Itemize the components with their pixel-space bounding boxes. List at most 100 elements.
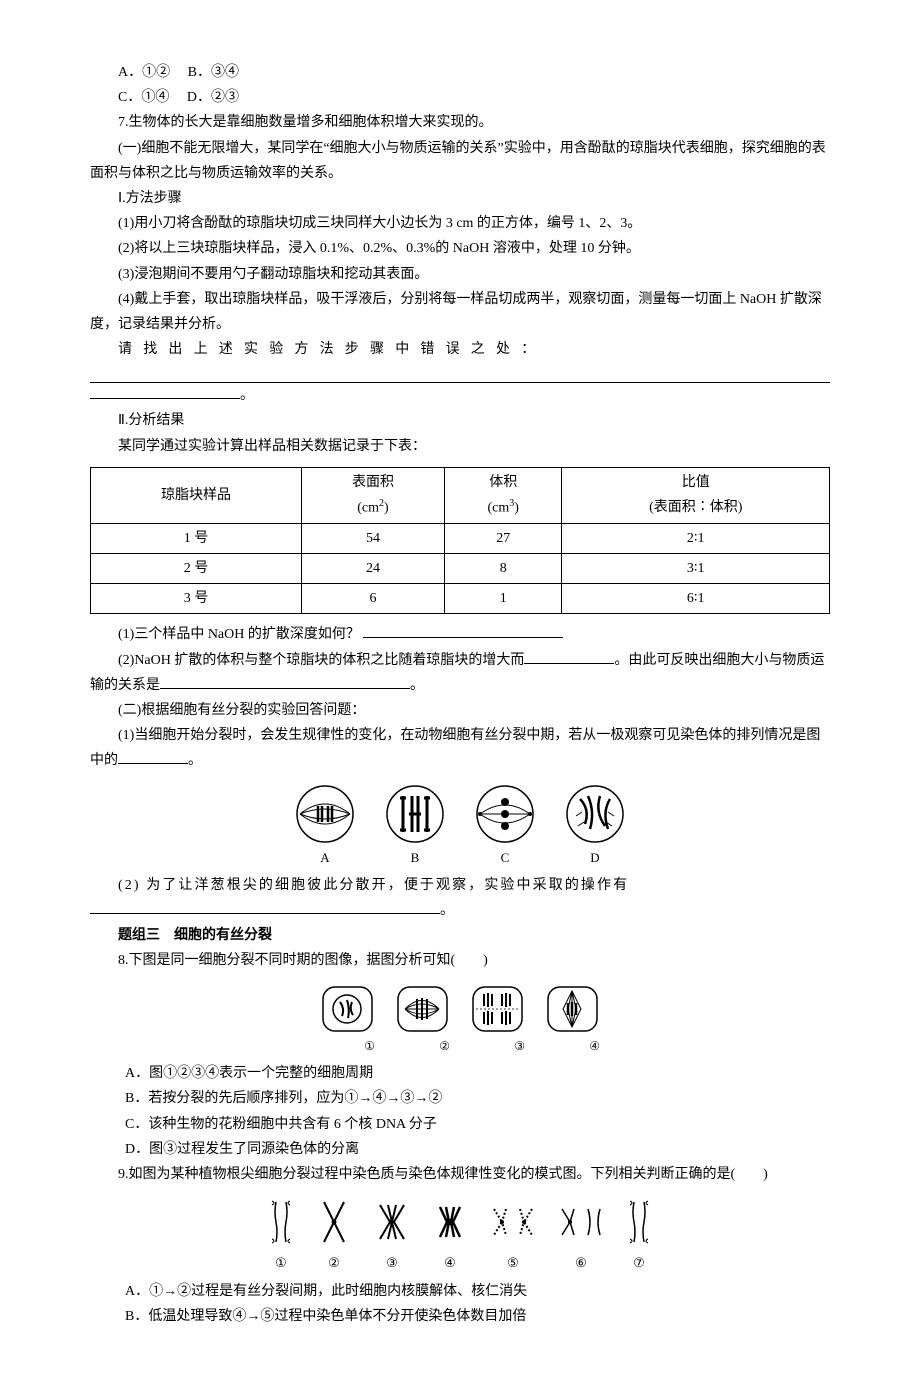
- chromatin-4-icon: [430, 1197, 470, 1247]
- q8-diagram-3: [470, 984, 525, 1034]
- q7-part2-q2: (2) 为了让洋葱根尖的细胞彼此分散开，便于观察，实验中采取的操作有: [90, 873, 830, 898]
- blank: [363, 637, 563, 638]
- q7-part2-q2-blank: 。: [90, 898, 830, 923]
- th-volume-unit: (cm: [488, 501, 510, 516]
- q7-part2-q2-text: (2) 为了让洋葱根尖的细胞彼此分散开，便于观察，实验中采取的操作有: [118, 878, 629, 893]
- q7-step1: (1)用小刀将含酚酞的琼脂块切成三块同样大小边长为 3 cm 的正方体，编号 1…: [90, 211, 830, 236]
- th-volume-text: 体积: [489, 475, 517, 490]
- q8-label-2: ②: [395, 1036, 450, 1058]
- th-ratio-text: 比值: [682, 475, 710, 490]
- th-ratio-sub: (表面积∶体积): [649, 500, 742, 515]
- period-1: 。: [240, 388, 254, 403]
- q9-label-3: ③: [372, 1251, 412, 1274]
- diagram-label-b: B: [411, 846, 420, 869]
- q7-sub1-text: (1)三个样品中 NaOH 的扩散深度如何？: [118, 627, 360, 642]
- cell: 27: [445, 523, 562, 553]
- cell: 24: [301, 554, 444, 584]
- cell-diagram-b-icon: [380, 784, 450, 844]
- q9-option-a: A．①→②过程是有丝分裂间期，此时细胞内核膜解体、核仁消失: [90, 1279, 830, 1304]
- th-surface-close: ): [384, 501, 389, 516]
- cell-phase-3-icon: [470, 984, 525, 1034]
- table-header-row: 琼脂块样品 表面积 (cm2) 体积 (cm3) 比值 (表面积∶体积): [91, 467, 830, 523]
- cell-diagram-d-icon: [560, 784, 630, 844]
- q8-label-4: ④: [545, 1036, 600, 1058]
- q7-part2-q1-end: 。: [188, 753, 202, 768]
- q8-option-b: B．若按分裂的先后顺序排列，应为①→④→③→②: [90, 1086, 830, 1111]
- diagram-label-c: C: [501, 846, 510, 869]
- cell: 3 号: [91, 584, 302, 614]
- q8-labels-row: ① ② ③ ④: [90, 1036, 830, 1058]
- cell: 1: [445, 584, 562, 614]
- cell-phase-1-icon: [320, 984, 375, 1034]
- q7-find-error: 请找出上述实验方法步骤中错误之处：: [90, 337, 830, 362]
- q7-error-blank-2: 。: [90, 383, 830, 408]
- q8-option-d: D．图③过程发生了同源染色体的分离: [90, 1137, 830, 1162]
- q7-sub1: (1)三个样品中 NaOH 的扩散深度如何？: [90, 622, 830, 647]
- q9-label-6: ⑥: [556, 1251, 606, 1274]
- q9-options: A．①→②过程是有丝分裂间期，此时细胞内核膜解体、核仁消失 B．低温处理导致④→…: [90, 1279, 830, 1329]
- chromatin-5-icon: [488, 1197, 538, 1247]
- q9-label-5: ⑤: [488, 1251, 538, 1274]
- q7-analysis-intro: 某同学通过实验计算出样品相关数据记录于下表：: [90, 434, 830, 459]
- cell: 3∶1: [562, 554, 830, 584]
- chromatin-1-icon: [266, 1197, 296, 1247]
- cell-phase-4-icon: [545, 984, 600, 1034]
- q7-data-table: 琼脂块样品 表面积 (cm2) 体积 (cm3) 比值 (表面积∶体积) 1 号…: [90, 467, 830, 615]
- table-row: 3 号 6 1 6∶1: [91, 584, 830, 614]
- q9-labels-row: ① ② ③ ④ ⑤ ⑥ ⑦: [90, 1251, 830, 1274]
- q8-option-a: A．图①②③④表示一个完整的细胞周期: [90, 1061, 830, 1086]
- q7-step4: (4)戴上手套，取出琼脂块样品，吸干浮液后，分别将每一样品切成两半，观察切面，测…: [90, 287, 830, 337]
- q7-analysis-title: Ⅱ.分析结果: [90, 408, 830, 433]
- diagram-d: D: [560, 784, 630, 869]
- cell: 54: [301, 523, 444, 553]
- cell: 6∶1: [562, 584, 830, 614]
- q8-label-3: ③: [470, 1036, 525, 1058]
- table-row: 1 号 54 27 2∶1: [91, 523, 830, 553]
- q7-method-title: Ⅰ.方法步骤: [90, 186, 830, 211]
- q7-sub2-pre: (2)NaOH 扩散的体积与整个琼脂块的体积之比随着琼脂块的增大而: [118, 653, 524, 668]
- th-volume-close: ): [514, 501, 519, 516]
- diagram-a: A: [290, 784, 360, 869]
- cell: 2∶1: [562, 523, 830, 553]
- q9-option-b: B．低温处理导致④→⑤过程中染色单体不分开使染色体数目加倍: [90, 1304, 830, 1329]
- q8-option-c: C．该种生物的花粉细胞中共含有 6 个核 DNA 分子: [90, 1112, 830, 1137]
- option-d: D．②③: [187, 90, 239, 105]
- q7-diagram-row: A B C D: [90, 784, 830, 869]
- blank: [118, 763, 188, 764]
- q7-sub2: (2)NaOH 扩散的体积与整个琼脂块的体积之比随着琼脂块的增大而。由此可反映出…: [90, 648, 830, 698]
- th-sample: 琼脂块样品: [91, 467, 302, 523]
- option-a: A．①②: [118, 65, 170, 80]
- blank: [524, 663, 614, 664]
- blank: [90, 913, 440, 914]
- q7-step3: (3)浸泡期间不要用勺子翻动琼脂块和挖动其表面。: [90, 262, 830, 287]
- q8-diagram-1: [320, 984, 375, 1034]
- cell-diagram-c-icon: [470, 784, 540, 844]
- cell: 2 号: [91, 554, 302, 584]
- blank: [160, 688, 410, 689]
- q8-diagram-2: [395, 984, 450, 1034]
- q7-part2-q1: (1)当细胞开始分裂时，会发生规律性的变化，在动物细胞有丝分裂中期，若从一极观察…: [90, 723, 830, 773]
- th-ratio: 比值 (表面积∶体积): [562, 467, 830, 523]
- q8-stem: 8.下图是同一细胞分裂不同时期的图像，据图分析可知( ): [90, 948, 830, 973]
- cell: 6: [301, 584, 444, 614]
- th-surface-unit: (cm: [357, 501, 379, 516]
- q9-stem: 9.如图为某种植物根尖细胞分裂过程中染色质与染色体规律性变化的模式图。下列相关判…: [90, 1162, 830, 1187]
- q9-label-1: ①: [266, 1251, 296, 1274]
- q7-part1-intro: (一)细胞不能无限增大，某同学在“细胞大小与物质运输的关系”实验中，用含酚酞的琼…: [90, 136, 830, 186]
- option-line-1: A．①② B．③④: [90, 60, 830, 85]
- th-surface-text: 表面积: [352, 475, 394, 490]
- q7-stem: 7.生物体的长大是靠细胞数量增多和细胞体积增大来实现的。: [90, 110, 830, 135]
- cell-diagram-a-icon: [290, 784, 360, 844]
- q7-step2: (2)将以上三块琼脂块样品，浸入 0.1%、0.2%、0.3%的 NaOH 溶液…: [90, 236, 830, 261]
- q8-label-1: ①: [320, 1036, 375, 1058]
- chromatin-6-icon: [556, 1197, 606, 1247]
- cell: 8: [445, 554, 562, 584]
- chromatin-2-icon: [314, 1197, 354, 1247]
- q7-part2-q2-end: 。: [440, 903, 454, 918]
- th-surface: 表面积 (cm2): [301, 467, 444, 523]
- table-row: 2 号 24 8 3∶1: [91, 554, 830, 584]
- q9-label-7: ⑦: [624, 1251, 654, 1274]
- chromatin-7-icon: [624, 1197, 654, 1247]
- q7-sub2-end: 。: [410, 678, 424, 693]
- diagram-label-d: D: [590, 846, 599, 869]
